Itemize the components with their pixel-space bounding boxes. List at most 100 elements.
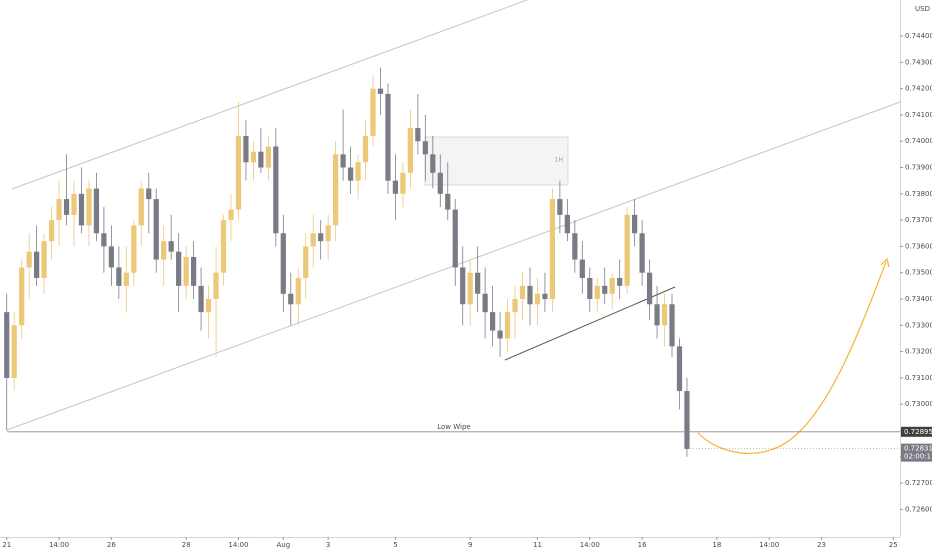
candle-body (362, 135, 369, 163)
candle-body (587, 277, 593, 300)
last-price-label: 0.72831 (904, 445, 932, 453)
candle-body (676, 346, 683, 392)
y-tick-label: 0.73000 (905, 400, 932, 408)
y-tick-label: 0.73100 (905, 374, 932, 382)
y-tick-label: 0.72600 (905, 505, 932, 513)
hline-price-label: 0.72895 (904, 428, 932, 436)
candle-body (572, 233, 578, 260)
candle-body (639, 233, 645, 273)
channel-upper (11, 0, 528, 190)
x-tick-label: 14:00 (49, 541, 69, 549)
candle-body (161, 241, 167, 260)
candle-body (497, 330, 503, 339)
currency-label: USD (915, 5, 930, 13)
candle-body (228, 209, 234, 221)
y-tick-label: 0.74200 (905, 85, 932, 93)
candle-body (325, 225, 331, 242)
candle-body (78, 193, 85, 226)
y-tick-label: 0.74000 (905, 137, 932, 145)
candle-body (579, 259, 585, 278)
candle-body (377, 88, 384, 94)
candle-body (460, 267, 466, 305)
y-tick-label: 0.73200 (905, 348, 932, 356)
x-tick-label: 21 (2, 541, 11, 549)
candle-body (86, 188, 92, 226)
candle-body (684, 391, 690, 449)
candle-body (340, 154, 346, 168)
candle-body (310, 233, 316, 247)
candle-body (617, 277, 623, 286)
candle-body (258, 151, 264, 168)
candle-body (504, 312, 511, 339)
candle-body (609, 277, 615, 294)
candle-body (557, 199, 563, 215)
candle-body (34, 251, 40, 278)
x-tick-label: 5 (393, 541, 397, 549)
candle-body (4, 312, 10, 378)
candle-body (534, 293, 541, 305)
projection-curve (697, 261, 887, 454)
x-tick-label: 18 (712, 541, 721, 549)
y-tick-label: 0.73400 (905, 295, 932, 303)
candle-body (669, 304, 675, 347)
candle-body (564, 214, 570, 234)
x-tick-label: 16 (638, 541, 647, 549)
candle-body (146, 188, 152, 200)
y-tick-label: 0.73300 (905, 321, 932, 329)
candle-body (624, 214, 630, 286)
candle-body (355, 162, 361, 181)
candle-body (392, 180, 399, 194)
candle-body (542, 293, 548, 300)
candle-body (265, 146, 271, 168)
candle-body (108, 246, 114, 268)
candle-body (198, 285, 204, 313)
candle-body (11, 325, 17, 378)
y-tick-label: 0.73700 (905, 216, 932, 224)
candle-body (273, 146, 279, 234)
candle-body (19, 267, 25, 326)
x-tick-label: 9 (468, 541, 472, 549)
candle-body (168, 241, 174, 252)
last-price-box (901, 443, 932, 462)
candle-body (445, 193, 451, 210)
x-tick-label: 11 (533, 541, 542, 549)
x-tick-label: 3 (326, 541, 330, 549)
candle-body (661, 304, 668, 326)
candle-body (153, 199, 159, 260)
candle-body (594, 285, 600, 300)
candle-body (654, 304, 660, 326)
candle-body (280, 233, 286, 294)
candle-body (235, 135, 242, 210)
candle-body (467, 272, 473, 305)
candle-body (482, 293, 488, 313)
candle-body (303, 246, 309, 278)
projection-arrow (880, 257, 890, 268)
candle-body (48, 220, 55, 242)
candle-body (101, 233, 107, 247)
x-tick-label: 26 (107, 541, 116, 549)
candle-body (71, 193, 77, 215)
candle-body (407, 128, 413, 173)
candle-body (63, 199, 70, 215)
x-tick-label: 14:00 (759, 541, 779, 549)
candle-body (318, 233, 324, 242)
candle-body (646, 272, 653, 305)
candle-body (415, 128, 421, 142)
candle-body (489, 312, 496, 331)
y-tick-label: 0.73500 (905, 269, 932, 277)
candle-body (549, 199, 556, 300)
low-wipe-label: Low Wipe (437, 423, 470, 431)
candle-body (26, 251, 32, 268)
candle-body (370, 88, 376, 136)
candle-body (41, 241, 47, 278)
x-tick-label: Aug (276, 541, 290, 549)
y-tick-label: 0.73800 (905, 190, 932, 198)
candle-body (243, 135, 249, 163)
candle-body (400, 172, 406, 194)
x-tick-label: 23 (817, 541, 826, 549)
candle-body (527, 285, 533, 305)
x-tick-label: 14:00 (580, 541, 600, 549)
candle-body (632, 214, 638, 234)
